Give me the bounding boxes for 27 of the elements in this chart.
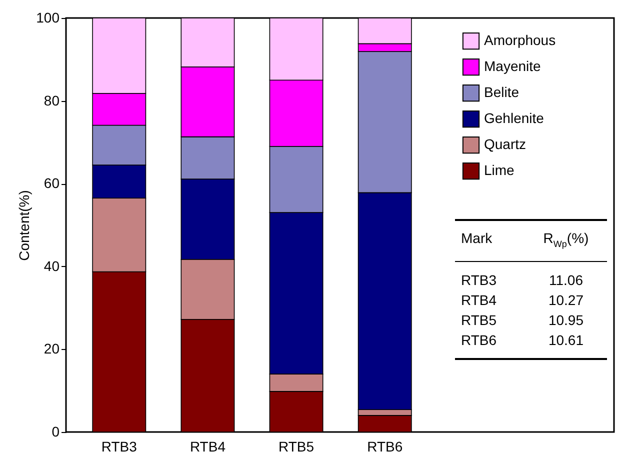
x-tick-label: RTB3 xyxy=(101,438,138,454)
text: RTB6 xyxy=(461,330,497,350)
y-tick-label: 60 xyxy=(44,175,60,192)
y-tick-label: 0 xyxy=(52,424,60,440)
x-tick-label: RTB5 xyxy=(278,438,314,454)
y-tick-label: 40 xyxy=(44,258,60,274)
text: 11.06 xyxy=(548,270,584,290)
legend-label: Belite xyxy=(484,84,520,100)
x-tick-label: RTB4 xyxy=(190,438,226,454)
text: 10.95 xyxy=(547,310,585,330)
text: RTB4 xyxy=(461,290,497,310)
y-tick-label: 80 xyxy=(44,92,60,108)
legend-label: Amorphous xyxy=(484,32,556,48)
text: RTB3 xyxy=(461,270,497,290)
text: RTB5 xyxy=(461,310,497,330)
text: R$_{Wp}$(%) xyxy=(542,229,590,251)
y-tick-label: 100 xyxy=(36,10,60,26)
text: 10.27 xyxy=(547,290,585,310)
legend-label: Gehlenite xyxy=(484,110,544,126)
y-tick-label: 20 xyxy=(44,340,60,357)
legend-label: Quartz xyxy=(484,136,526,152)
legend-label: Lime xyxy=(484,162,515,178)
text: 10.61 xyxy=(547,330,585,350)
text: Mark xyxy=(461,229,492,248)
legend-label: Mayenite xyxy=(484,58,542,74)
y-axis-title: Content(%) xyxy=(16,190,32,261)
x-tick-label: RTB6 xyxy=(367,438,403,454)
